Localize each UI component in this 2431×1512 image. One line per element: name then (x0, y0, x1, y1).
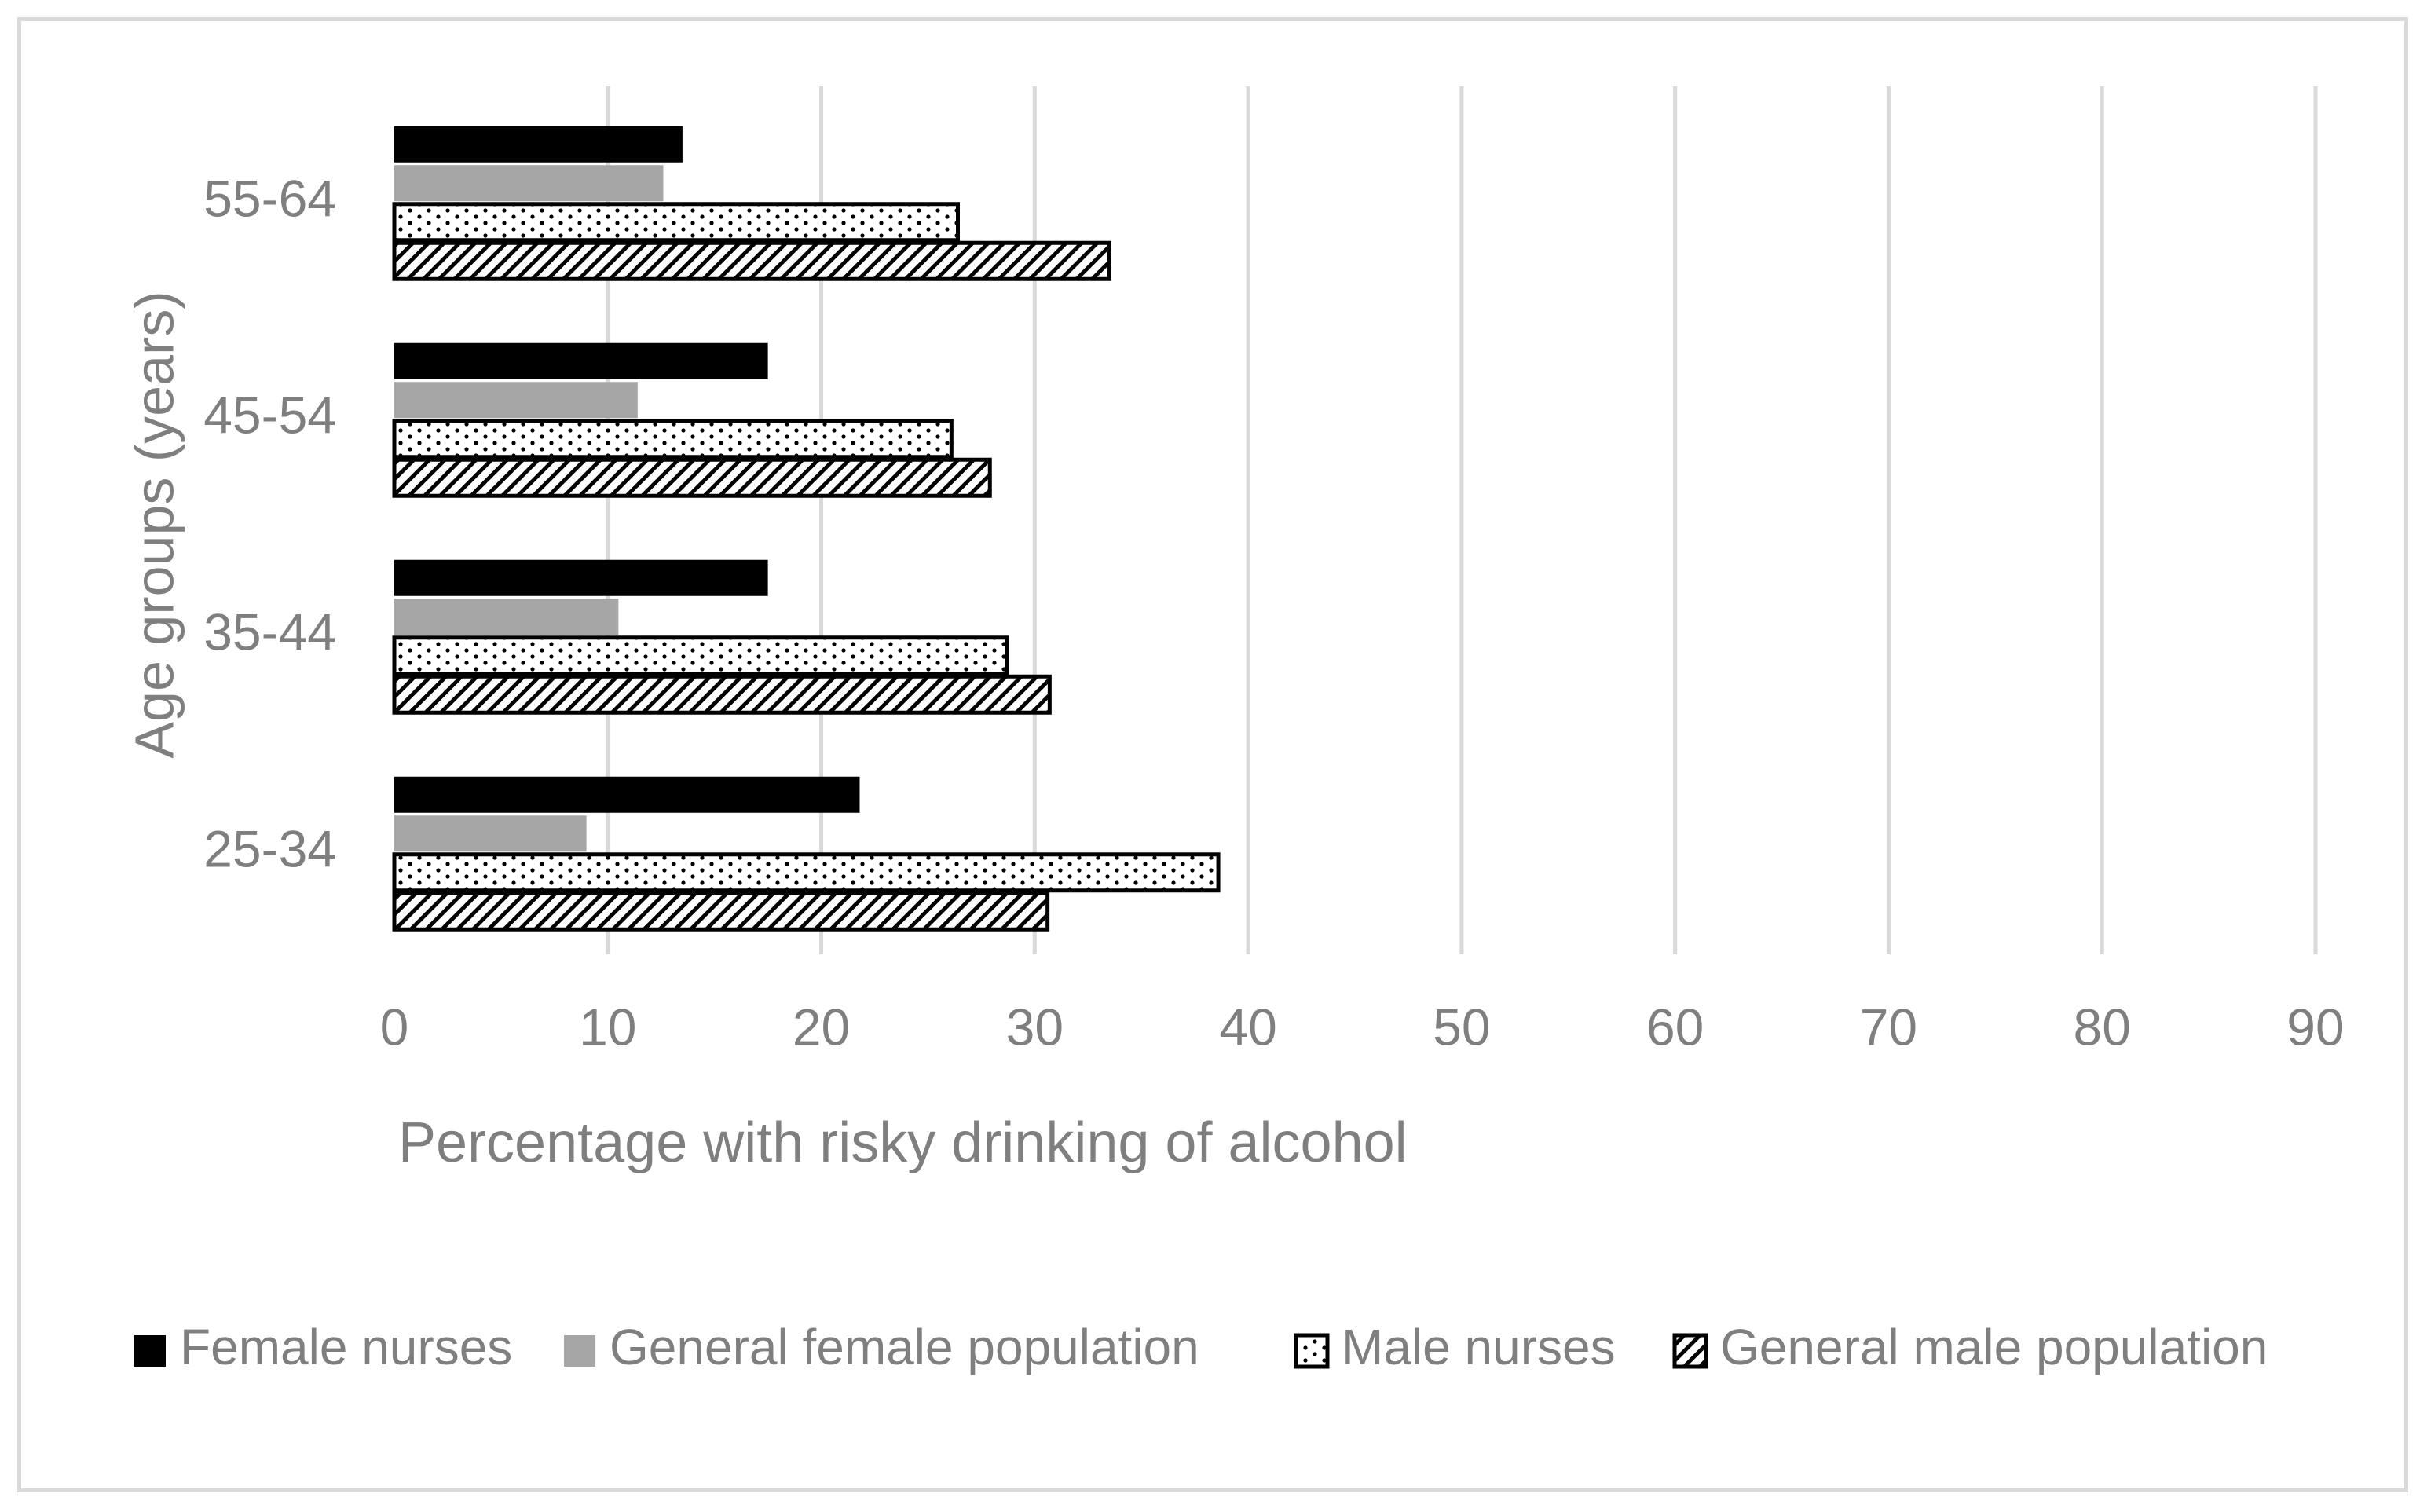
bar-general-female-population-25-34 (394, 815, 587, 852)
bar-general-male-population-25-34 (392, 891, 1050, 932)
y-tick-label-25-34: 25-34 (203, 819, 336, 877)
bar-female-nurses-35-44 (394, 559, 768, 596)
bar-female-nurses-25-34 (394, 776, 860, 813)
bar-male-nurses-35-44 (392, 635, 1009, 676)
bar-female-nurses-45-54 (394, 342, 768, 379)
legend-swatch-male-nurses (1294, 1333, 1330, 1369)
bar-general-male-population-45-54 (392, 457, 992, 498)
x-tick-label-90: 90 (2286, 998, 2344, 1056)
y-axis-label: Age groups (years) (123, 291, 185, 758)
x-tick-label-60: 60 (1646, 998, 1704, 1056)
y-tick-label-45-54: 45-54 (203, 386, 336, 444)
y-tick-label-35-44: 35-44 (203, 602, 336, 661)
x-tick-labels: 0 10 20 30 40 50 60 70 80 90 (380, 998, 2345, 1056)
x-axis-label: Percentage with risky drinking of alcoho… (398, 1111, 1408, 1174)
x-tick-label-50: 50 (1433, 998, 1490, 1056)
bar-female-nurses-55-64 (394, 126, 683, 163)
bar-general-female-population-35-44 (394, 599, 619, 635)
legend-label-female-nurses: Female nurses (180, 1319, 512, 1375)
x-tick-label-30: 30 (1006, 998, 1064, 1056)
legend-label-male-nurses: Male nurses (1342, 1319, 1616, 1375)
legend: Female nurses General female population Ma… (134, 1319, 2268, 1375)
legend-swatch-general-male-population (1672, 1333, 1708, 1369)
y-tick-labels: 55-64 45-54 35-44 25-34 (203, 169, 336, 877)
bar-male-nurses-45-54 (392, 419, 954, 459)
legend-label-general-female-population: General female population (610, 1319, 1199, 1375)
bar-general-male-population-55-64 (392, 240, 1111, 281)
x-tick-label-80: 80 (2074, 998, 2131, 1056)
x-tick-label-0: 0 (380, 998, 409, 1056)
x-tick-label-10: 10 (579, 998, 636, 1056)
legend-swatch-general-female-population (564, 1335, 595, 1367)
bar-general-male-population-35-44 (392, 674, 1052, 715)
bar-general-female-population-45-54 (394, 382, 638, 419)
bar-male-nurses-55-64 (392, 202, 960, 243)
bars (392, 126, 1221, 932)
legend-label-general-male-population: General male population (1720, 1319, 2268, 1375)
bar-male-nurses-25-34 (392, 852, 1221, 893)
legend-swatch-female-nurses (134, 1335, 166, 1367)
x-tick-label-70: 70 (1860, 998, 1917, 1056)
x-tick-label-20: 20 (793, 998, 850, 1056)
bar-general-female-population-55-64 (394, 165, 664, 202)
y-tick-label-55-64: 55-64 (203, 169, 336, 227)
x-tick-label-40: 40 (1219, 998, 1276, 1056)
